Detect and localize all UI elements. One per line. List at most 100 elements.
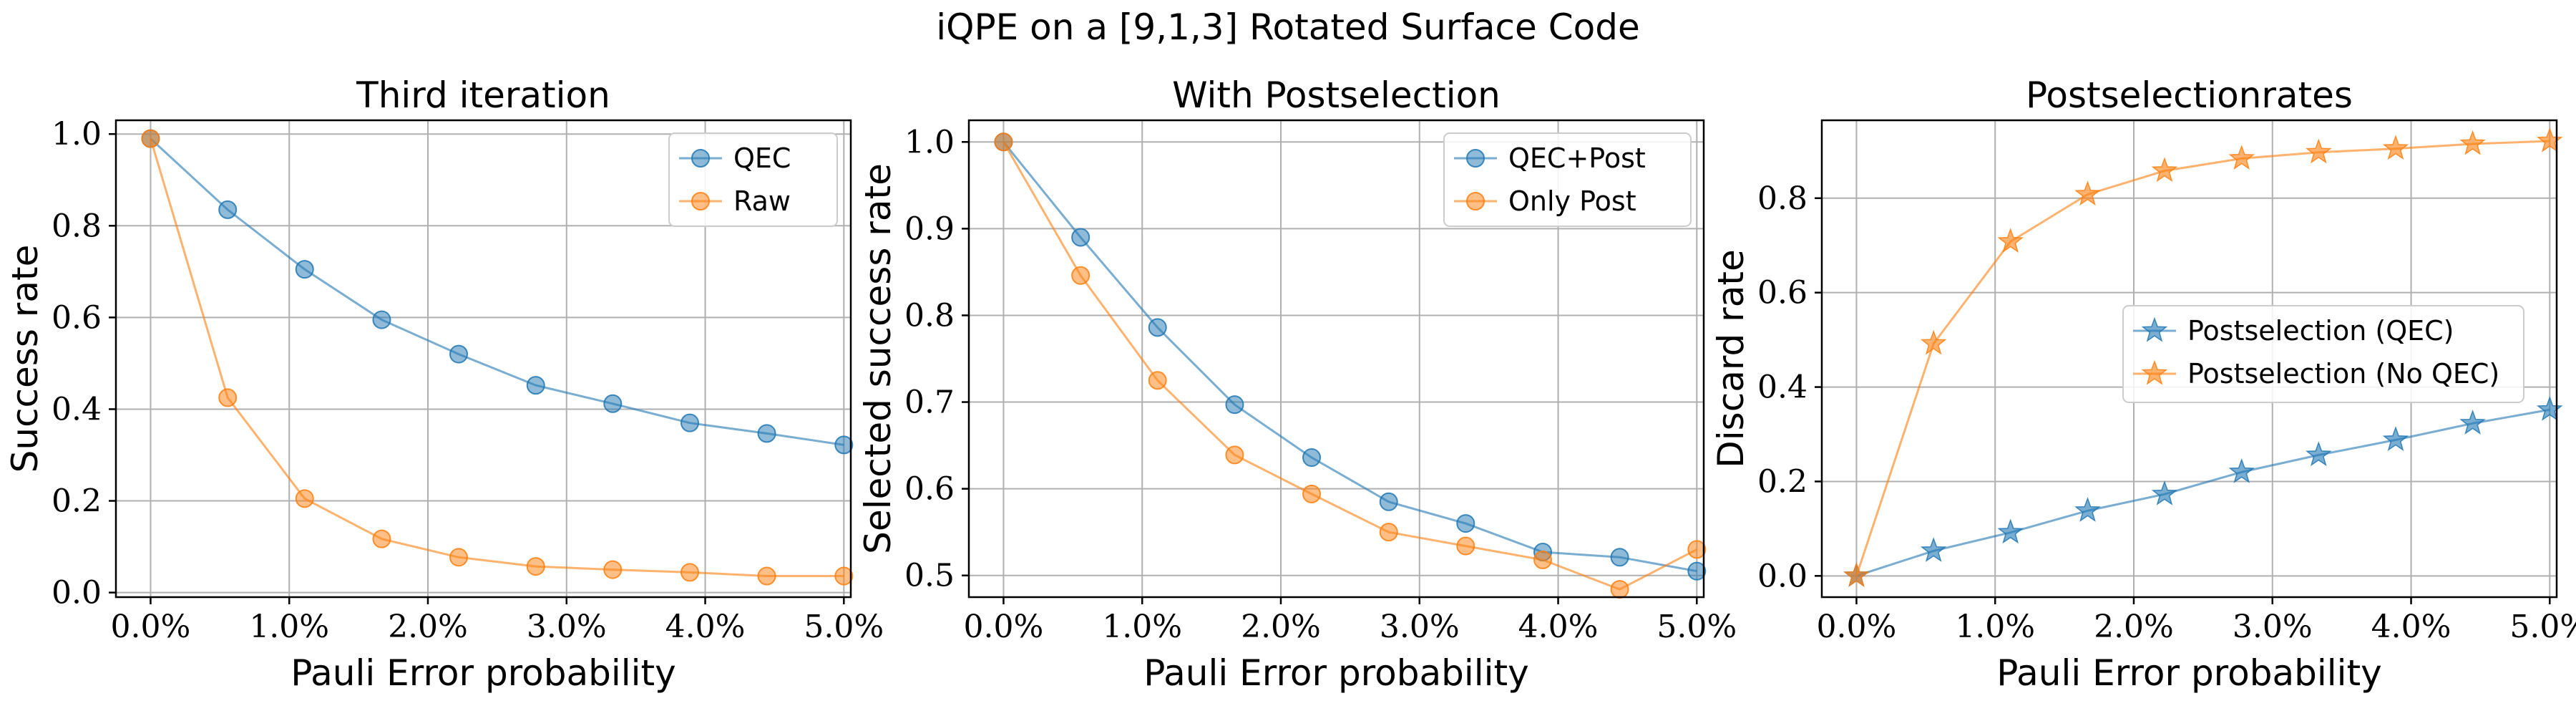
x-tick-label: 4.0%	[665, 609, 746, 645]
series-2	[1843, 127, 2563, 587]
series-line	[149, 138, 844, 577]
legend-marker	[2141, 359, 2168, 385]
x-tick-label: 4.0%	[2371, 609, 2451, 645]
y-tick-label: 0.8	[904, 297, 955, 334]
legend: QEC Raw	[668, 132, 838, 227]
data-point	[1997, 228, 2024, 253]
data-point	[295, 260, 314, 279]
data-point	[141, 129, 160, 148]
x-tick-label: 0.0%	[1817, 609, 1897, 645]
series-line	[1002, 141, 1697, 573]
data-point	[2074, 497, 2101, 522]
y-tick-label: 1.0	[904, 124, 955, 160]
x-tick-label: 1.0%	[1102, 609, 1182, 645]
legend-box	[1443, 132, 1692, 227]
data-point	[2306, 138, 2332, 164]
y-tick-label: 0.9	[904, 211, 955, 247]
grid	[1822, 120, 2557, 597]
subplots-container: 0.0% 1.0% 2.0% 3.0% 4.0% 5.0% 0.0 0.2 0.4 0.6 0.8 1…	[4, 74, 2576, 694]
y-tick-label: 0.0	[52, 575, 102, 611]
y-tick-label: 0.6	[52, 299, 102, 336]
legend-label: Postselection (No QEC)	[2187, 358, 2499, 390]
x-axis-label: Pauli Error probability	[1996, 652, 2381, 694]
data-point	[603, 560, 623, 579]
legend-box	[2122, 305, 2524, 403]
series-2	[141, 129, 854, 586]
x-tick-label: 5.0%	[1657, 609, 1737, 645]
x-tick-label: 2.0%	[388, 609, 468, 645]
data-point	[2151, 157, 2178, 183]
y-tick-label: 0.8	[1757, 180, 1807, 217]
data-point	[2306, 441, 2332, 467]
data-point	[1148, 371, 1167, 390]
legend-box	[668, 132, 838, 227]
subplot-title: Postselectionrates	[2026, 74, 2353, 116]
subplot-3: 0.0% 1.0% 2.0% 3.0% 4.0% 5.0% 0.0 0.2 0.4 0.6 0.8 P…	[1710, 74, 2576, 694]
x-axis-label: Pauli Error probability	[1143, 652, 1528, 694]
y-tick-label: 0.4	[52, 391, 102, 427]
y-tick-label: 0.6	[904, 471, 955, 508]
series-line	[1002, 141, 1697, 591]
data-point	[2459, 130, 2486, 155]
data-point	[603, 394, 623, 413]
x-tick-label: 5.0%	[804, 609, 884, 645]
data-point	[2536, 395, 2563, 421]
plot-frame	[1820, 119, 2558, 599]
x-tick-label: 2.0%	[1241, 609, 1321, 645]
data-point	[2228, 458, 2255, 483]
data-point	[526, 557, 545, 576]
data-point	[218, 388, 238, 407]
x-tick-label: 2.0%	[2094, 609, 2174, 645]
y-axis-label: Discard rate	[1710, 249, 1752, 468]
data-point	[1456, 536, 1475, 556]
subplot-title: With Postselection	[1172, 74, 1501, 116]
data-point	[1610, 580, 1629, 599]
x-tick-label: 3.0%	[527, 609, 607, 645]
legend: QEC+Post Only Post	[1443, 132, 1692, 227]
data-point	[295, 489, 314, 508]
data-point	[2382, 135, 2409, 160]
grid	[116, 120, 851, 597]
series-1	[994, 132, 1707, 581]
data-point	[757, 566, 776, 586]
figure-suptitle: iQPE on a [9,1,3] Rotated Surface Code	[936, 6, 1639, 48]
y-tick-label: 0.8	[52, 208, 102, 244]
legend: Postselection (QEC) Postselection (No QEC…	[2122, 305, 2524, 403]
data-point	[1071, 266, 1091, 285]
y-tick-label: 0.2	[52, 483, 102, 520]
data-point	[1148, 318, 1167, 337]
data-point	[1533, 550, 1553, 569]
data-point	[2151, 480, 2178, 505]
data-point	[1225, 445, 1244, 465]
data-point	[2074, 180, 2101, 206]
x-tick-label: 1.0%	[249, 609, 329, 645]
data-point	[1379, 492, 1398, 511]
data-point	[218, 200, 238, 219]
legend-label: Only Post	[1508, 185, 1636, 217]
data-point	[2228, 145, 2255, 170]
data-point	[834, 435, 854, 455]
data-point	[2382, 426, 2409, 451]
legend-marker	[1466, 149, 1485, 168]
plot-frame	[114, 119, 852, 599]
data-point	[1071, 228, 1091, 247]
data-point	[680, 413, 700, 432]
data-point	[1610, 548, 1629, 567]
legend-marker	[2141, 316, 2168, 342]
y-tick-label: 0.6	[1757, 275, 1807, 311]
data-point	[834, 566, 854, 586]
data-point	[2536, 127, 2563, 153]
data-point	[372, 529, 391, 548]
data-point	[1379, 523, 1398, 542]
subplot-1: 0.0% 1.0% 2.0% 3.0% 4.0% 5.0% 0.0 0.2 0.4 0.6 0.8 1…	[4, 74, 884, 694]
data-point	[1456, 514, 1475, 533]
data-point	[449, 548, 469, 567]
series-line	[150, 137, 844, 446]
x-tick-label: 3.0%	[2233, 609, 2313, 645]
data-point	[1843, 562, 1870, 587]
legend-label: Postselection (QEC)	[2187, 315, 2454, 347]
legend-marker	[691, 149, 710, 168]
data-point	[1997, 518, 2024, 544]
x-tick-label: 1.0%	[1955, 609, 2035, 645]
